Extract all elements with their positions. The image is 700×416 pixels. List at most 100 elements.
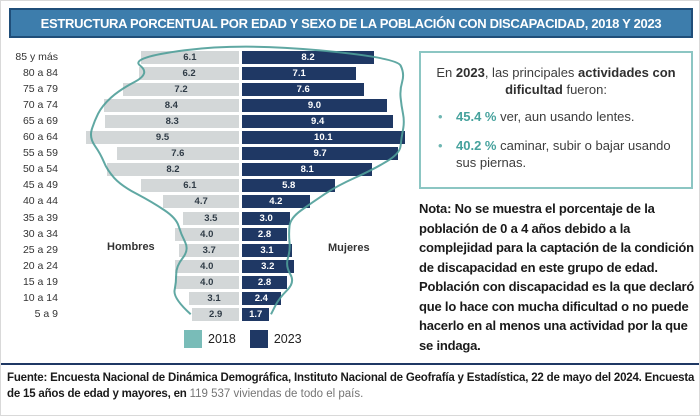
bar-men-2023: 9.5 <box>86 131 239 145</box>
page-title: ESTRUCTURA PORCENTUAL POR EDAD Y SEXO DE… <box>9 8 693 38</box>
bar-value: 7.2 <box>174 84 188 96</box>
bar-value: 2.4 <box>254 292 268 304</box>
age-group-label: 40 a 44 <box>22 195 58 208</box>
side-label-hombres: Hombres <box>107 241 155 253</box>
bar-value: 9.7 <box>313 148 327 160</box>
bar-women-2023: 3.0 <box>242 211 291 225</box>
bar-men-2023: 4.0 <box>174 227 239 241</box>
callout-heading-emphasis: actividades con dificultad <box>505 65 676 98</box>
bar-women-2023: 8.1 <box>242 163 373 177</box>
bar-value: 6.2 <box>182 68 196 80</box>
callout-heading-text: fueron: <box>562 82 607 98</box>
pyramid-row: 45 a 49 6.1 5.8 <box>1 179 421 193</box>
bar-men-2023: 8.4 <box>103 99 239 113</box>
bar-value: 9.0 <box>307 100 322 112</box>
age-group-label: 50 a 54 <box>22 163 58 176</box>
bar-value: 2.8 <box>257 228 272 240</box>
age-group-label: 30 a 34 <box>22 227 58 240</box>
bullet-dot-icon: • <box>438 138 443 154</box>
age-group-label: 80 a 84 <box>22 67 58 80</box>
footer-divider <box>1 363 699 365</box>
pyramid-row: 10 a 14 3.1 2.4 <box>1 291 421 305</box>
bar-men-2023: 2.9 <box>192 307 239 321</box>
bullet-ver: • 45.4 % ver, aun usando lentes. <box>434 109 678 126</box>
bar-men-2023: 3.7 <box>179 243 239 257</box>
bullet-dot-icon: • <box>438 109 443 125</box>
bar-value: 7.1 <box>292 68 306 80</box>
bullet-text: caminar, subir o bajar usando sus pierna… <box>456 138 671 171</box>
pyramid-row: 15 a 19 4.0 2.8 <box>1 275 421 289</box>
bar-women-2023: 2.4 <box>242 291 281 305</box>
legend-item-2018: 2018 <box>184 330 236 348</box>
bar-value: 3.0 <box>259 212 273 224</box>
age-group-label: 85 y más <box>15 51 58 63</box>
age-group-label: 20 a 24 <box>22 259 58 272</box>
callout-heading-text: En <box>436 65 456 80</box>
bar-value: 4.2 <box>269 196 283 208</box>
bar-value: 3.7 <box>202 244 216 256</box>
bar-women-2023: 9.4 <box>242 115 394 129</box>
age-group-label: 75 a 79 <box>22 83 58 96</box>
bar-value: 3.5 <box>204 212 218 224</box>
bar-value: 3.1 <box>260 244 274 256</box>
bar-women-2023: 4.2 <box>242 195 310 209</box>
bar-women-2023: 3.2 <box>242 259 294 273</box>
bar-value: 6.1 <box>183 180 197 192</box>
bullet-caminar: • 40.2 % caminar, subir o bajar usando su… <box>434 138 678 172</box>
bar-men-2023: 6.1 <box>140 179 239 193</box>
pyramid-row: 35 a 39 3.5 3.0 <box>1 211 421 225</box>
legend-swatch <box>184 330 202 348</box>
bar-women-2023: 7.1 <box>242 67 357 81</box>
callout-heading-text: , las principales <box>484 65 579 80</box>
bullet-percentage: 45.4 % <box>456 109 497 125</box>
source-text: Fuente: Encuesta Nacional de Dinámica De… <box>7 370 697 402</box>
chart-legend: 2018 2023 <box>184 330 316 348</box>
pyramid-row: 85 y más 6.1 8.2 <box>1 51 421 64</box>
bar-men-2023: 6.1 <box>140 51 239 64</box>
bar-women-2023: 5.8 <box>242 179 336 193</box>
bar-men-2023: 4.0 <box>174 259 239 273</box>
bar-men-2023: 8.3 <box>105 115 239 129</box>
age-group-label: 5 a 9 <box>34 307 58 320</box>
pyramid-row: 30 a 34 4.0 2.8 <box>1 227 421 241</box>
callout-heading-year: 2023 <box>455 65 485 80</box>
bar-value: 5.8 <box>282 180 296 192</box>
bar-women-2023: 2.8 <box>242 227 288 241</box>
bar-value: 4.7 <box>194 196 208 208</box>
bar-women-2023: 2.8 <box>242 275 288 289</box>
bullet-text: ver, aun usando lentes. <box>496 109 635 125</box>
legend-label: 2018 <box>208 332 236 346</box>
bar-value: 4.0 <box>200 276 214 288</box>
age-group-label: 65 a 69 <box>22 115 58 128</box>
pyramid-row: 80 a 84 6.2 7.1 <box>1 67 421 81</box>
bar-value: 9.4 <box>311 116 325 128</box>
bar-value: 10.1 <box>314 132 333 144</box>
bar-men-2023: 4.0 <box>174 275 239 289</box>
bar-value: 7.6 <box>296 84 310 96</box>
source-sample-size: 119 537 viviendas de todo el país. <box>189 388 364 400</box>
bar-value: 9.5 <box>155 132 170 144</box>
age-group-label: 10 a 14 <box>22 291 58 304</box>
pyramid-row: 5 a 9 2.9 1.7 <box>1 307 421 321</box>
bar-men-2023: 3.1 <box>189 291 239 305</box>
pyramid-row: 20 a 24 4.0 3.2 <box>1 259 421 273</box>
bar-men-2023: 3.5 <box>182 211 239 225</box>
bar-women-2023: 9.0 <box>242 99 387 113</box>
bar-value: 6.1 <box>183 52 197 63</box>
pyramid-row: 75 a 79 7.2 7.6 <box>1 83 421 97</box>
note-label: Nota: <box>419 201 452 216</box>
bar-women-2023: 3.1 <box>242 243 292 257</box>
bar-value: 8.2 <box>301 52 315 63</box>
bar-value: 2.9 <box>209 308 223 320</box>
bar-value: 3.2 <box>261 260 275 272</box>
callout-heading: En 2023, las principales actividades con… <box>434 64 678 98</box>
bar-men-2023: 7.2 <box>123 83 239 97</box>
pyramid-row: 40 a 44 4.7 4.2 <box>1 195 421 209</box>
bar-value: 8.2 <box>166 164 180 176</box>
age-group-label: 45 a 49 <box>22 179 58 192</box>
pyramid-row: 65 a 69 8.3 9.4 <box>1 115 421 129</box>
pyramid-row: 60 a 64 9.5 10.1 <box>1 131 421 145</box>
bar-men-2023: 6.2 <box>139 67 239 81</box>
age-group-label: 70 a 74 <box>22 99 58 112</box>
